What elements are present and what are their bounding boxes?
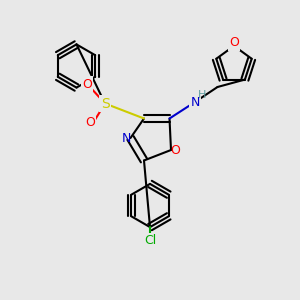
Text: H: H (197, 90, 206, 100)
Text: O: O (82, 77, 92, 91)
Text: O: O (85, 116, 95, 130)
Text: O: O (171, 143, 180, 157)
Text: N: N (121, 131, 131, 145)
Text: S: S (100, 97, 109, 110)
Text: Cl: Cl (144, 234, 156, 247)
Text: O: O (229, 36, 239, 50)
Text: N: N (190, 95, 200, 109)
